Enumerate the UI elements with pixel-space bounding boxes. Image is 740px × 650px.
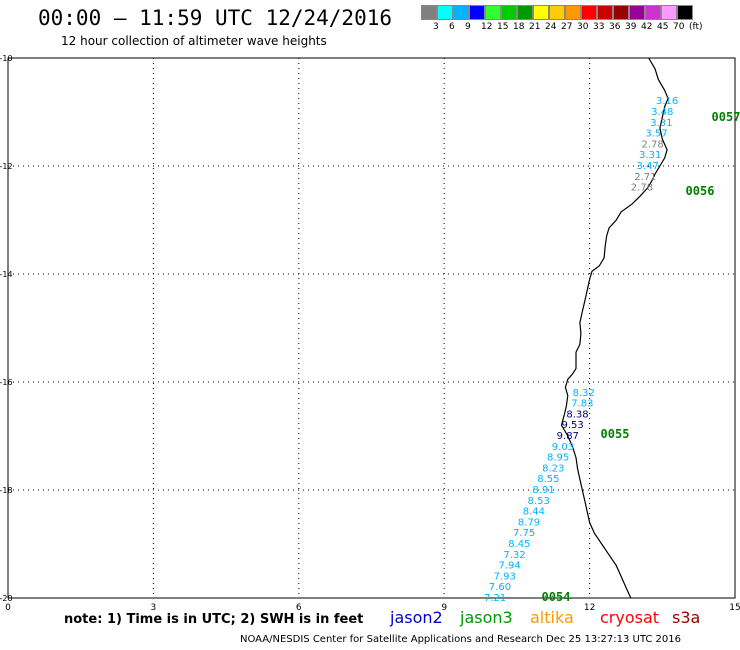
lat-tick-label: -12 bbox=[0, 162, 13, 171]
lat-tick-label: -20 bbox=[0, 594, 13, 603]
legend-swatch bbox=[549, 5, 565, 20]
swh-label: 2.78 bbox=[631, 183, 653, 194]
swh-label: 8.53 bbox=[528, 496, 550, 507]
legend-labels: 3 6 9 12 15 18 21 24 27 30 33 36 39 42 45 70 (ft) bbox=[421, 20, 740, 34]
legend-label: 42 bbox=[641, 22, 653, 32]
swh-label: 3.16 bbox=[656, 96, 678, 107]
legend-label: 21 bbox=[529, 22, 541, 32]
swh-label: 3.31 bbox=[650, 118, 672, 129]
satellite-s3a: s3a bbox=[672, 608, 701, 627]
legend-swatches bbox=[421, 5, 740, 20]
swh-label: 7.75 bbox=[513, 528, 535, 539]
legend-label: 33 bbox=[593, 22, 605, 32]
legend-swatch bbox=[565, 5, 581, 20]
legend-swatch bbox=[661, 5, 677, 20]
legend-swatch bbox=[677, 5, 693, 20]
legend-label: 39 bbox=[625, 22, 637, 32]
legend-swatch bbox=[629, 5, 645, 20]
legend-swatch bbox=[517, 5, 533, 20]
swh-label: 3.57 bbox=[645, 129, 667, 140]
legend-swatch bbox=[453, 5, 469, 20]
page-title: 00:00 – 11:59 UTC 12/24/2016 bbox=[38, 6, 393, 30]
lat-tick-label: -10 bbox=[0, 54, 13, 63]
legend-label: 15 bbox=[497, 22, 509, 32]
lat-tick-label: -16 bbox=[0, 378, 13, 387]
legend-label: 6 bbox=[449, 22, 455, 32]
swh-label: 8.23 bbox=[542, 463, 564, 474]
legend-label: 30 bbox=[577, 22, 589, 32]
legend-swatch bbox=[485, 5, 501, 20]
swh-label: 3.47 bbox=[637, 161, 659, 172]
legend-label: (ft) bbox=[689, 22, 703, 32]
legend-swatch bbox=[613, 5, 629, 20]
legend-swatch bbox=[645, 5, 661, 20]
swh-label: 8.79 bbox=[518, 517, 540, 528]
swh-label: 9.03 bbox=[552, 442, 574, 453]
pass-id-label: 0054 bbox=[542, 590, 571, 604]
legend-swatch bbox=[437, 5, 453, 20]
lon-tick-label: 6 bbox=[296, 603, 302, 613]
legend-label: 3 bbox=[433, 22, 439, 32]
satellite-jason2: jason2 bbox=[390, 608, 443, 627]
lon-tick-label: 12 bbox=[584, 603, 595, 613]
swh-label: 3.31 bbox=[639, 150, 661, 161]
coastline bbox=[560, 57, 669, 599]
swh-label: 7.21 bbox=[484, 593, 506, 604]
legend-label: 24 bbox=[545, 22, 557, 32]
swh-label: 8.95 bbox=[547, 453, 569, 464]
map-frame bbox=[7, 57, 736, 599]
swh-label: 7.32 bbox=[503, 550, 525, 561]
legend-label: 45 bbox=[657, 22, 669, 32]
footer-credit: NOAA/NESDIS Center for Satellite Applica… bbox=[240, 634, 682, 645]
legend-label: 18 bbox=[513, 22, 525, 32]
lon-tick-label: 3 bbox=[151, 603, 157, 613]
legend-swatch bbox=[597, 5, 613, 20]
legend-label: 27 bbox=[561, 22, 573, 32]
swh-label: 8.55 bbox=[537, 474, 559, 485]
lon-tick-label: 9 bbox=[441, 603, 447, 613]
swh-label: 7.60 bbox=[489, 582, 511, 593]
legend-swatch bbox=[581, 5, 597, 20]
swh-label: 8.32 bbox=[573, 388, 595, 399]
satellite-jason3: jason3 bbox=[460, 608, 513, 627]
pass-id-label: 0055 bbox=[601, 427, 630, 441]
lat-tick-label: -18 bbox=[0, 486, 13, 495]
swh-label: 2.71 bbox=[634, 172, 656, 183]
legend-label: 36 bbox=[609, 22, 621, 32]
legend-swatch bbox=[421, 5, 437, 20]
swh-label: 7.93 bbox=[494, 571, 516, 582]
swh-label: 2.78 bbox=[641, 139, 663, 150]
swh-label: 8.91 bbox=[532, 485, 554, 496]
swh-label: 8.45 bbox=[508, 539, 530, 550]
lon-tick-label: 15 bbox=[729, 603, 740, 613]
color-legend: 3 6 9 12 15 18 21 24 27 30 33 36 39 42 45 70 (ft) bbox=[421, 5, 740, 34]
satellite-cryosat: cryosat bbox=[600, 608, 660, 627]
page-subtitle: 12 hour collection of altimeter wave hei… bbox=[61, 34, 327, 48]
lat-tick-label: -14 bbox=[0, 270, 13, 279]
lon-tick-label: 0 bbox=[5, 603, 11, 613]
legend-label: 12 bbox=[481, 22, 493, 32]
swh-label: 3.48 bbox=[651, 107, 673, 118]
swh-label: 9.87 bbox=[557, 431, 579, 442]
legend-swatch bbox=[501, 5, 517, 20]
legend-label: 9 bbox=[465, 22, 471, 32]
swh-label: 8.44 bbox=[523, 507, 545, 518]
pass-id-label: 0057 bbox=[712, 110, 740, 124]
legend-swatch bbox=[469, 5, 485, 20]
swh-label: 8.38 bbox=[566, 409, 588, 420]
note-text: note: 1) Time is in UTC; 2) SWH is in fe… bbox=[64, 612, 364, 627]
swh-label: 9.53 bbox=[562, 420, 584, 431]
legend-label: 70 bbox=[673, 22, 685, 32]
legend-swatch bbox=[533, 5, 549, 20]
swh-label: 7.94 bbox=[498, 561, 520, 572]
pass-id-label: 0056 bbox=[686, 184, 715, 198]
satellite-altika: altika bbox=[530, 608, 574, 627]
swh-label: 7.83 bbox=[571, 399, 593, 410]
